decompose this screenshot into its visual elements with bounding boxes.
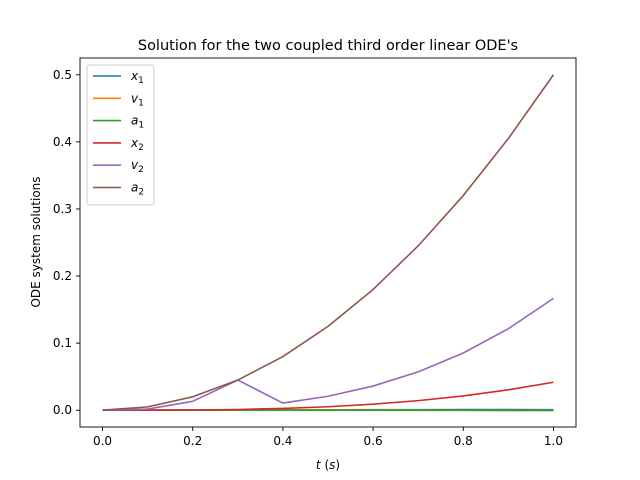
axes-frame [79,57,577,428]
y-tick-label: 0.2 [53,269,72,283]
y-tick-label: 0.1 [53,336,72,350]
series-line-a2 [102,74,555,412]
x-tick-label: 0.6 [364,434,383,448]
legend-label-a2: a2 [131,181,144,198]
y-axis-label: ODE system solutions [29,176,43,307]
x-tick-label: 0.8 [454,434,473,448]
x-tick-label: 0.4 [273,434,292,448]
plot-area [102,74,555,412]
series-line-v2 [102,297,554,412]
legend-label-x1: x1 [130,69,144,86]
x-tick-label: 0.0 [93,434,112,448]
legend-label-v1: v1 [131,91,144,108]
y-tick-label: 0.4 [53,135,72,149]
chart-title: Solution for the two coupled third order… [138,38,518,54]
x-tick-label: 0.2 [183,434,202,448]
legend: x1 v1 a1 x2 v2 a2 [86,64,155,206]
legend-label-a1: a1 [131,114,144,131]
y-tick-label: 0.3 [53,202,72,216]
x-axis-label: t (s) [316,458,340,472]
series-line-x2 [102,381,554,412]
legend-label-v2: v2 [131,158,144,175]
legend-label-x2: x2 [130,136,144,153]
legend-box [86,64,155,206]
x-axis-ticks: 0.0 0.2 0.4 0.6 0.8 1.0 [93,427,563,448]
y-tick-label: 0.5 [53,68,72,82]
x-tick-label: 1.0 [544,434,563,448]
y-axis-ticks: 0.0 0.1 0.2 0.3 0.4 0.5 [53,68,80,417]
y-tick-label: 0.0 [53,403,72,417]
